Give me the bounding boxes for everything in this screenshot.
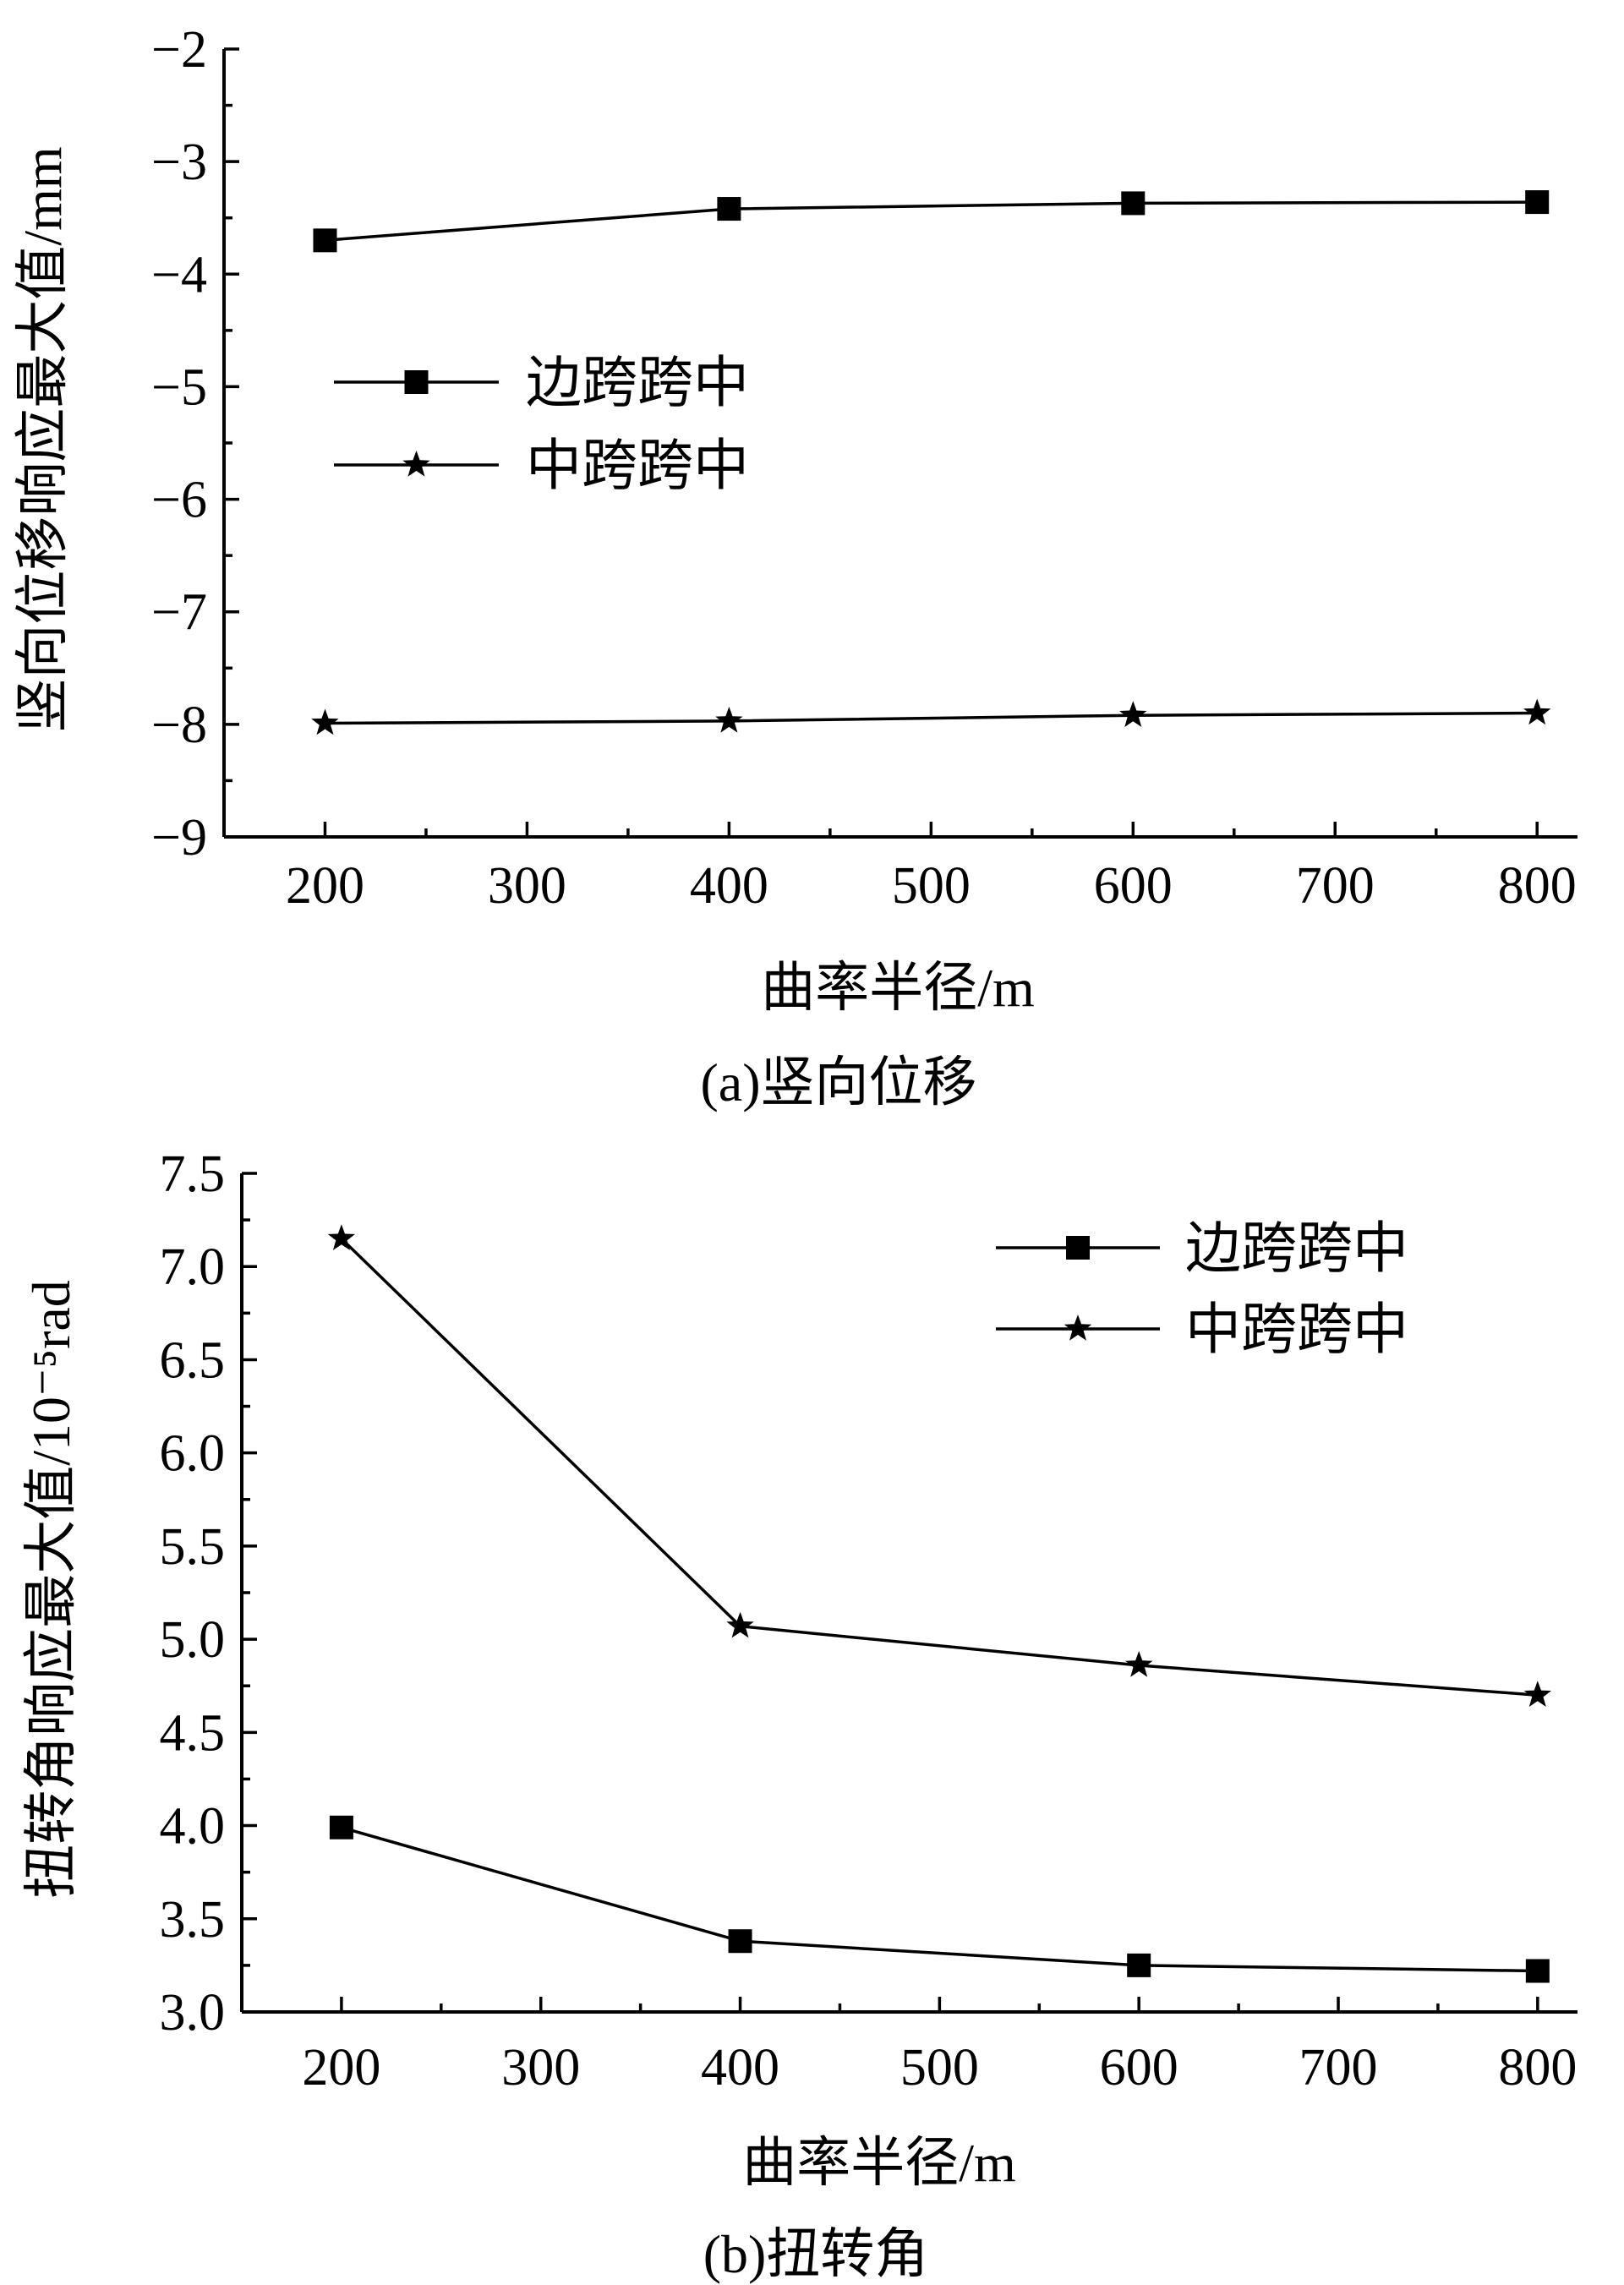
- series-square: [313, 190, 1550, 253]
- data-point-star: [1119, 701, 1147, 727]
- legend-label: 中跨跨中: [526, 435, 749, 497]
- y-tick-label: −6: [151, 472, 207, 529]
- y-tick-label: 4.5: [160, 1704, 226, 1762]
- y-tick-label: 3.0: [160, 1984, 226, 2042]
- y-tick-label: −2: [151, 21, 207, 79]
- chart-a-xlabel: 曲率半径/m: [761, 958, 1035, 1018]
- y-tick-label: −7: [151, 584, 207, 642]
- data-point-square: [1127, 1953, 1151, 1977]
- legend-label: 边跨跨中: [526, 353, 749, 414]
- data-point-star: [1523, 698, 1551, 725]
- series-square: [329, 1815, 1550, 1983]
- x-tick-label: 200: [302, 2039, 380, 2096]
- series-star: [311, 698, 1551, 735]
- x-tick-label: 700: [1299, 2039, 1378, 2096]
- y-tick-label: 5.0: [160, 1611, 226, 1669]
- data-point-star: [726, 1611, 754, 1638]
- series-line: [325, 711, 1538, 725]
- chart-torsion-angle: 扭转角响应最大值/10⁻⁵rad 曲率半径/m (b)扭转角 3.0 3.5 4.0…: [21, 1145, 1578, 2284]
- y-tick-label: 7.0: [160, 1238, 226, 1296]
- data-point-square: [717, 197, 741, 221]
- y-tick-label: 7.5: [160, 1145, 226, 1203]
- x-tick-label: 500: [892, 857, 971, 915]
- x-tick-label: 300: [488, 857, 566, 915]
- legend-label: 边跨跨中: [1185, 1218, 1408, 1280]
- x-tick-label: 500: [900, 2039, 979, 2096]
- series-line: [341, 1826, 1538, 1973]
- chart-b-caption: (b)扭转角: [703, 2224, 929, 2284]
- data-point-square: [329, 1815, 353, 1839]
- series-line: [325, 200, 1538, 243]
- axes: −2 −3 −4 −5 −6 −7 −8 −9 200 300 400 500 600 700 800: [151, 21, 1578, 915]
- legend-marker-square: [1066, 1236, 1090, 1260]
- data-point-star: [1125, 1651, 1153, 1677]
- axes: 3.0 3.5 4.0 4.5 5.0 5.5 6.0 6.5 7.0 7.5 200 300 400 5…: [160, 1145, 1578, 2096]
- y-tick-label: −4: [151, 246, 207, 303]
- x-tick-label: 800: [1498, 857, 1577, 915]
- x-tick-label: 200: [286, 857, 364, 915]
- y-tick-label: −5: [151, 358, 207, 416]
- y-tick-label: 3.5: [160, 1891, 226, 1949]
- data-point-star: [715, 706, 743, 733]
- x-tick-label: 400: [690, 857, 768, 915]
- y-tick-label: 6.5: [160, 1331, 226, 1389]
- chart-a-caption: (a)竖向位移: [700, 1052, 976, 1112]
- chart-a-ylabel: 竖向位移响应最大值/mm: [13, 146, 73, 732]
- data-point-star: [1523, 1681, 1551, 1707]
- series-star: [327, 1224, 1551, 1707]
- chart-b-xlabel: 曲率半径/m: [742, 2133, 1016, 2193]
- y-tick-label: −9: [151, 809, 207, 866]
- data-point-square: [728, 1929, 752, 1954]
- x-tick-label: 800: [1498, 2039, 1577, 2096]
- data-point-square: [1525, 190, 1550, 215]
- x-tick-label: 400: [701, 2039, 779, 2096]
- series-line: [340, 1237, 1538, 1697]
- legend-marker-square: [404, 370, 429, 394]
- legend-label: 中跨跨中: [1185, 1299, 1408, 1361]
- y-tick-label: 5.5: [160, 1518, 226, 1576]
- y-tick-label: 4.0: [160, 1798, 226, 1856]
- legend-marker-star: [1064, 1315, 1092, 1341]
- legend-marker-star: [402, 451, 430, 477]
- y-tick-label: 6.0: [160, 1425, 226, 1483]
- data-point-star: [327, 1224, 356, 1250]
- x-tick-label: 600: [1094, 857, 1173, 915]
- data-point-star: [311, 708, 339, 735]
- x-tick-label: 700: [1296, 857, 1375, 915]
- chart-b-ylabel: 扭转角响应最大值/10⁻⁵rad: [21, 1280, 81, 1899]
- x-tick-label: 300: [501, 2039, 580, 2096]
- data-point-square: [1525, 1959, 1550, 1983]
- x-tick-label: 600: [1100, 2039, 1178, 2096]
- chart-vertical-displacement: 竖向位移响应最大值/mm 曲率半径/m (a)竖向位移 −2 −3 −4 −5 −6 −7…: [13, 21, 1578, 1112]
- data-point-square: [313, 228, 337, 253]
- y-tick-label: −8: [151, 697, 207, 754]
- data-point-square: [1121, 191, 1146, 216]
- y-tick-label: −3: [151, 134, 207, 191]
